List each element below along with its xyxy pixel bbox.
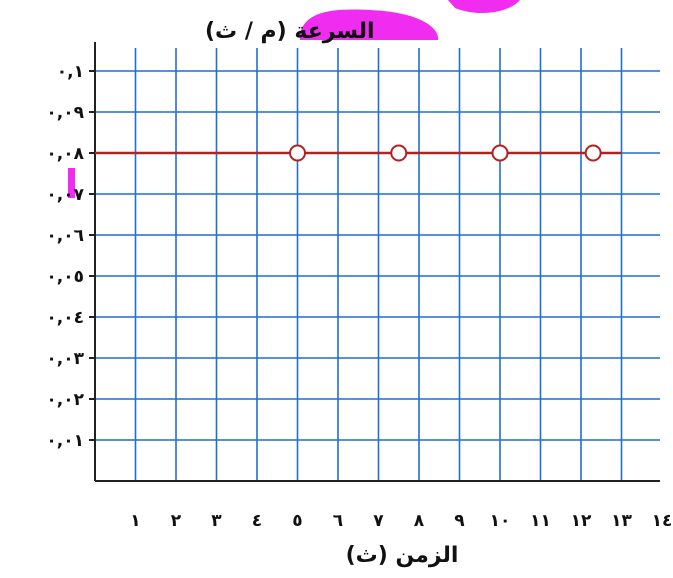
x-tick-label: ١٣ [611, 511, 632, 531]
data-point [289, 144, 306, 162]
y-tick-label: ٠,٠٣ [46, 349, 84, 369]
x-tick-label: ٤ [252, 511, 262, 531]
x-tick-label: ١١ [530, 511, 551, 531]
y-axis-title: السرعة (م / ث) [205, 19, 375, 44]
x-tick-label: ٩ [454, 511, 465, 531]
y-tick-label: ٠,٠١ [46, 431, 84, 451]
x-tick-label: ١ [130, 511, 140, 531]
data-markers [289, 144, 602, 162]
x-tick-labels: ١ ٢ ٣ ٤ ٥ ٦ ٧ ٨ ٩ ١٠ ١١ ١٢ ١٣ ١٤ [130, 511, 672, 531]
x-tick-label: ٨ [414, 511, 425, 531]
highlight-marks [68, 0, 520, 198]
x-tick-label: ٢ [171, 511, 182, 531]
y-tick-label: ٠,٠٢ [46, 390, 84, 410]
highlight-blob [448, 0, 520, 14]
y-tick-labels: ٠,٠١ ٠,٠٢ ٠,٠٣ ٠,٠٤ ٠,٠٥ ٠,٠٦ ٠,٠٧ ٠,٠٨ ٠,٠٩ ٠,١ [46, 62, 84, 451]
x-tick-label: ١٠ [490, 511, 511, 531]
grid-lines [95, 48, 660, 481]
highlight-blob [300, 9, 439, 40]
y-tick-label: ٠,٠٨ [46, 144, 84, 164]
y-tick-label: ٠,٠٥ [46, 267, 84, 287]
data-point [390, 144, 408, 162]
x-tick-label: ٦ [333, 511, 343, 531]
x-tick-label: ٣ [211, 511, 222, 531]
highlight-mark [68, 168, 75, 198]
y-tick-label: ٠,٠٩ [46, 103, 84, 123]
axes [89, 42, 660, 482]
x-tick-label: ٧ [373, 511, 384, 531]
x-tick-label: ١٢ [571, 511, 592, 531]
data-point [491, 144, 509, 162]
y-tick-label: ٠,١ [57, 62, 84, 82]
data-point [584, 144, 602, 162]
x-tick-label: ١٤ [652, 511, 673, 531]
y-tick-label: ٠,٠٦ [46, 226, 84, 246]
x-tick-label: ٥ [292, 511, 302, 531]
y-tick-label: ٠,٠٤ [46, 308, 84, 328]
y-tick-label: ٠,٠٧ [46, 185, 84, 205]
x-axis-title: الزمن (ث) [346, 543, 459, 568]
